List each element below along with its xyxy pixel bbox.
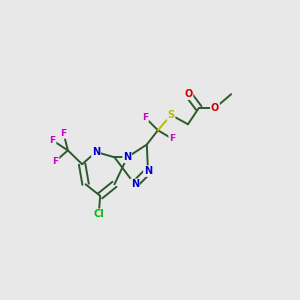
Text: O: O xyxy=(184,89,193,99)
Text: N: N xyxy=(144,166,152,176)
Text: F: F xyxy=(52,157,59,166)
Text: N: N xyxy=(92,147,100,157)
Text: N: N xyxy=(131,179,139,189)
Text: Cl: Cl xyxy=(93,209,104,219)
Text: O: O xyxy=(211,103,219,113)
Text: N: N xyxy=(123,152,131,162)
Text: F: F xyxy=(142,113,148,122)
Text: F: F xyxy=(50,136,56,145)
Text: F: F xyxy=(169,134,175,143)
Text: F: F xyxy=(61,129,67,138)
Text: S: S xyxy=(167,110,175,120)
